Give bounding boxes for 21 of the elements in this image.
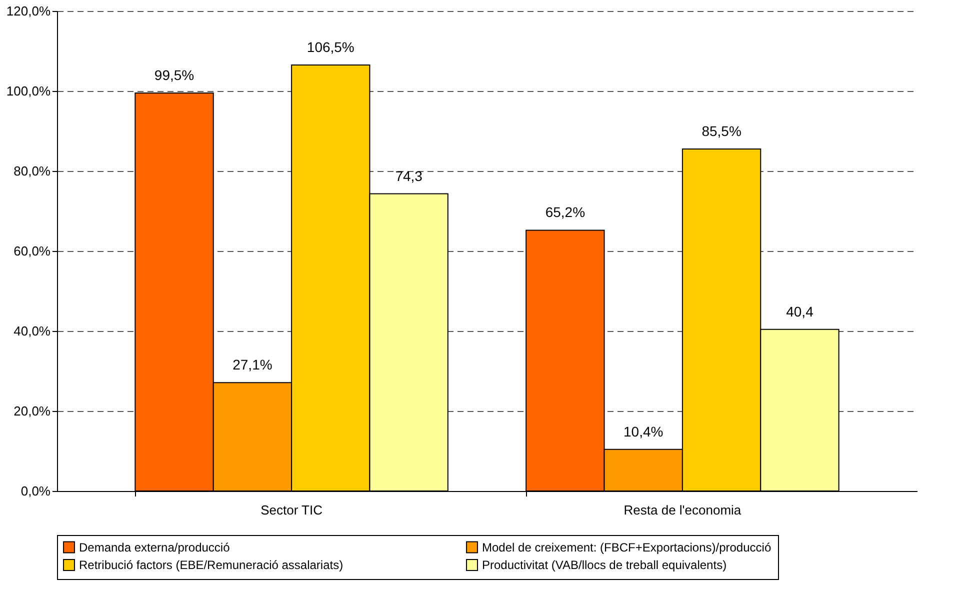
y-tick-label: 100,0% — [6, 84, 51, 98]
data-label: 27,1% — [232, 356, 272, 373]
data-label: 40,4 — [786, 303, 814, 320]
data-label: 85,5% — [702, 123, 742, 139]
data-label: 65,2% — [545, 204, 586, 220]
legend-label: Model de creixement: (FBCF+Exportacions)/producció — [482, 540, 772, 554]
legend-label: Demanda externa/producció — [79, 540, 230, 554]
y-tick-label: 120,0% — [6, 4, 51, 18]
data-label: 106,5% — [306, 39, 354, 55]
y-tick-label: 40,0% — [14, 324, 51, 338]
x-tick-label: Sector TIC — [260, 502, 322, 518]
x-tick-label: Resta de l'economia — [624, 502, 742, 518]
legend-label: Retribució factors (EBE/Remuneració assalariats) — [79, 558, 344, 572]
data-label: 10,4% — [624, 423, 664, 440]
y-tick-label: 20,0% — [14, 404, 51, 418]
y-tick-label: 80,0% — [14, 164, 51, 178]
y-tick-label: 0,0% — [20, 484, 51, 498]
y-tick-label: 60,0% — [14, 244, 51, 258]
data-label: 99,5% — [154, 67, 194, 83]
data-label: 74,3 — [395, 168, 423, 184]
legend-label: Productivitat (VAB/llocs de treball equivalents) — [482, 558, 727, 572]
